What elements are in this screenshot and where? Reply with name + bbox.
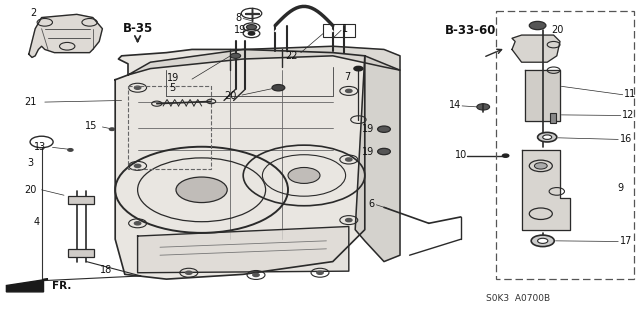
Circle shape xyxy=(288,167,320,183)
Circle shape xyxy=(543,135,552,139)
Text: 19: 19 xyxy=(166,73,179,83)
Circle shape xyxy=(30,136,53,148)
Text: 17: 17 xyxy=(620,236,632,246)
Text: 19: 19 xyxy=(362,146,374,157)
Circle shape xyxy=(346,89,352,93)
Circle shape xyxy=(538,132,557,142)
Text: B-35: B-35 xyxy=(122,22,153,35)
Text: 7: 7 xyxy=(344,71,351,82)
Polygon shape xyxy=(128,46,400,75)
Circle shape xyxy=(253,273,259,277)
Circle shape xyxy=(502,154,509,157)
Text: 2: 2 xyxy=(30,8,36,18)
Circle shape xyxy=(246,25,257,30)
Text: 20: 20 xyxy=(224,91,237,101)
Circle shape xyxy=(529,21,546,30)
Text: S0K3  A0700B: S0K3 A0700B xyxy=(486,294,550,303)
Bar xyxy=(68,249,94,257)
Text: 1: 1 xyxy=(342,24,349,34)
Text: 9: 9 xyxy=(618,183,624,193)
Text: 22: 22 xyxy=(285,51,298,61)
Text: 8: 8 xyxy=(236,12,242,23)
Circle shape xyxy=(534,163,547,169)
Circle shape xyxy=(378,126,390,132)
Polygon shape xyxy=(525,70,560,121)
Circle shape xyxy=(477,104,490,110)
Circle shape xyxy=(538,238,548,243)
Text: 20: 20 xyxy=(24,185,37,195)
Bar xyxy=(128,86,211,169)
Text: 13: 13 xyxy=(34,142,47,152)
Circle shape xyxy=(317,271,323,274)
Circle shape xyxy=(109,128,115,130)
Polygon shape xyxy=(355,56,400,262)
Text: 19: 19 xyxy=(362,124,374,134)
Circle shape xyxy=(68,149,73,151)
Text: 19: 19 xyxy=(234,25,246,35)
Circle shape xyxy=(378,148,390,155)
Bar xyxy=(68,196,94,204)
Text: 5: 5 xyxy=(170,83,176,93)
Circle shape xyxy=(230,53,241,58)
Text: 14: 14 xyxy=(449,100,461,110)
Circle shape xyxy=(134,222,141,225)
Bar xyxy=(550,113,556,123)
Circle shape xyxy=(176,177,227,203)
Circle shape xyxy=(346,158,352,161)
Text: 21: 21 xyxy=(24,97,37,107)
Circle shape xyxy=(186,271,192,274)
Polygon shape xyxy=(522,150,570,230)
Polygon shape xyxy=(115,49,365,279)
Polygon shape xyxy=(512,35,560,62)
Circle shape xyxy=(134,86,141,89)
Polygon shape xyxy=(138,226,349,273)
Polygon shape xyxy=(6,279,48,292)
Circle shape xyxy=(531,235,554,247)
Circle shape xyxy=(272,85,285,91)
Text: FR.: FR. xyxy=(52,280,72,291)
Bar xyxy=(323,24,355,37)
Text: 3: 3 xyxy=(28,158,34,168)
Text: 4: 4 xyxy=(34,217,40,227)
Text: 18: 18 xyxy=(99,264,112,275)
Circle shape xyxy=(248,26,255,29)
Text: 15: 15 xyxy=(85,121,98,131)
Text: 6: 6 xyxy=(368,199,374,209)
Text: 12: 12 xyxy=(622,110,634,120)
Circle shape xyxy=(354,66,363,71)
Circle shape xyxy=(248,32,255,35)
Text: 20: 20 xyxy=(552,25,564,35)
Bar xyxy=(496,11,634,279)
Circle shape xyxy=(346,219,352,222)
Text: 10: 10 xyxy=(455,150,467,160)
Circle shape xyxy=(134,164,141,167)
Text: 11: 11 xyxy=(624,89,636,99)
Text: 16: 16 xyxy=(620,134,632,144)
Circle shape xyxy=(534,24,541,27)
Text: B-33-60: B-33-60 xyxy=(445,24,496,37)
Polygon shape xyxy=(29,14,102,57)
